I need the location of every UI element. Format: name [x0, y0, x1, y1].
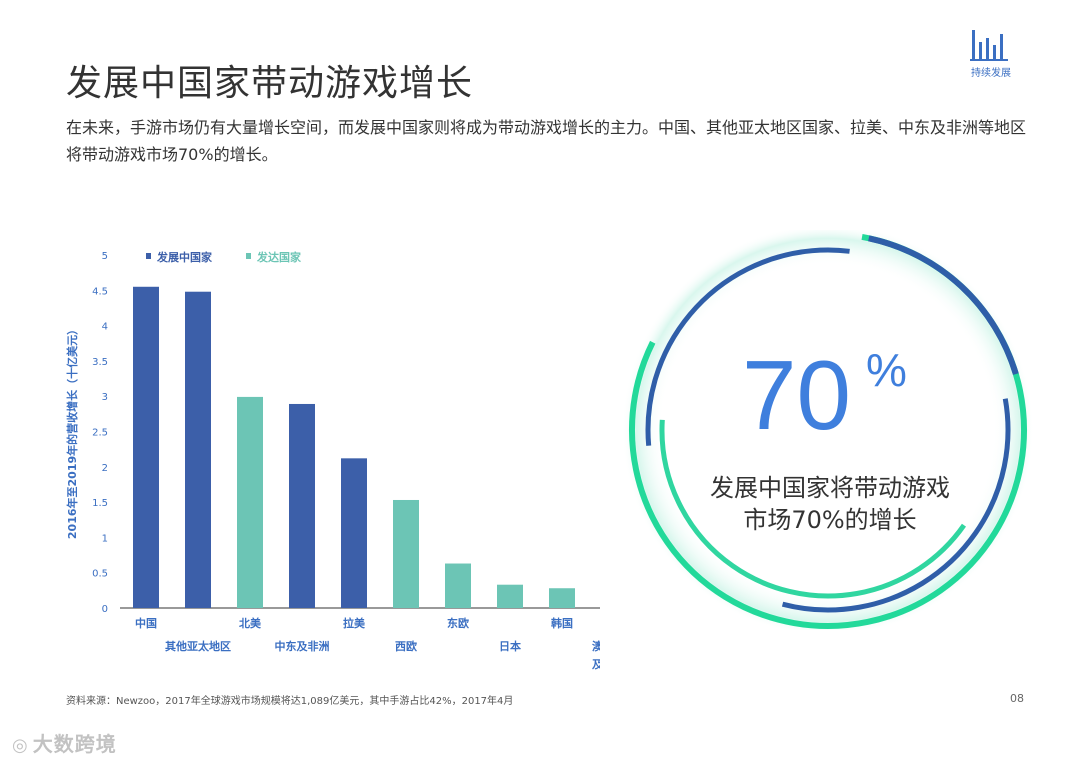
legend-label: 发展中国家	[156, 250, 213, 264]
y-tick-label: 5	[102, 251, 108, 262]
x-tick-label: 澳大利亚及新西兰	[592, 639, 600, 671]
callout-rings	[622, 230, 1034, 630]
x-tick-label: 其他亚太地区	[165, 639, 231, 653]
y-tick-label: 0	[102, 604, 108, 615]
bar-韩国	[549, 588, 575, 608]
legend-swatch	[146, 253, 151, 259]
callout-value: 70	[742, 340, 852, 450]
bar-中国	[133, 286, 159, 608]
y-tick-label: 1	[102, 533, 108, 544]
revenue-growth-bar-chart: 0 0.5 1 1.5 2 2.5 3 3.5 4 4.5 5 2016年至2019年的营收增长（十亿…	[65, 250, 600, 671]
outer-ring-blue	[629, 230, 1027, 629]
y-tick-label: 0.5	[92, 569, 108, 580]
callout-caption-line1: 发展中国家将带动游戏	[710, 474, 950, 502]
bar-其他亚太地区	[185, 291, 211, 608]
x-tick-label: 韩国	[551, 616, 573, 630]
x-tick-label: 中东及非洲	[275, 639, 330, 653]
x-tick-label: 拉美	[343, 616, 366, 630]
callout-caption: 发展中国家将带动游戏 市场70%的增长	[690, 472, 970, 536]
callout-unit: %	[866, 344, 907, 396]
watermark-logo-icon: ◎	[12, 735, 29, 756]
page-number: 08	[1010, 692, 1024, 705]
x-tick-label: 东欧	[447, 616, 469, 630]
bar-拉美	[341, 458, 367, 608]
x-tick-label: 西欧	[395, 639, 417, 653]
bar-chart-icon	[970, 30, 1008, 61]
source-note: 资料来源：Newzoo，2017年全球游戏市场规模将达1,089亿美元，其中手游…	[66, 696, 514, 707]
x-tick-label: 中国	[135, 616, 157, 630]
watermark: ◎ 大数跨境	[12, 728, 117, 757]
legend-label: 发达国家	[256, 250, 302, 264]
x-tick-label: 日本	[499, 639, 521, 653]
y-tick-label: 4	[102, 322, 108, 333]
page-title: 发展中国家带动游戏增长	[66, 63, 474, 104]
outer-ring-green	[629, 231, 1027, 629]
page-subtitle: 在未来，手游市场仍有大量增长空间，而发展中国家则将成为带动游戏增长的主力。中国、…	[66, 118, 1027, 164]
brand-label: 持续发展	[971, 68, 1011, 79]
y-tick-label: 3	[102, 392, 108, 403]
bar-西欧	[393, 499, 419, 608]
brand-logo: 持续发展	[962, 28, 1020, 79]
watermark-text: 大数跨境	[32, 732, 117, 756]
y-tick-label: 2.5	[92, 428, 108, 439]
y-tick-label: 4.5	[92, 286, 108, 297]
inner-ring-blue-left	[645, 247, 1011, 613]
y-tick-label: 3.5	[92, 357, 108, 368]
y-axis-title: 2016年至2019年的营收增长（十亿美元）	[65, 324, 79, 539]
callout-caption-line2: 市场70%的增长	[743, 506, 917, 534]
bar-中东及非洲	[289, 403, 315, 608]
legend-swatch	[246, 253, 251, 259]
bar-东欧	[445, 563, 471, 608]
bar-日本	[497, 584, 523, 608]
y-tick-label: 2	[102, 463, 108, 474]
bar-北美	[237, 396, 263, 608]
y-tick-label: 1.5	[92, 498, 108, 509]
x-tick-label: 北美	[239, 616, 262, 630]
